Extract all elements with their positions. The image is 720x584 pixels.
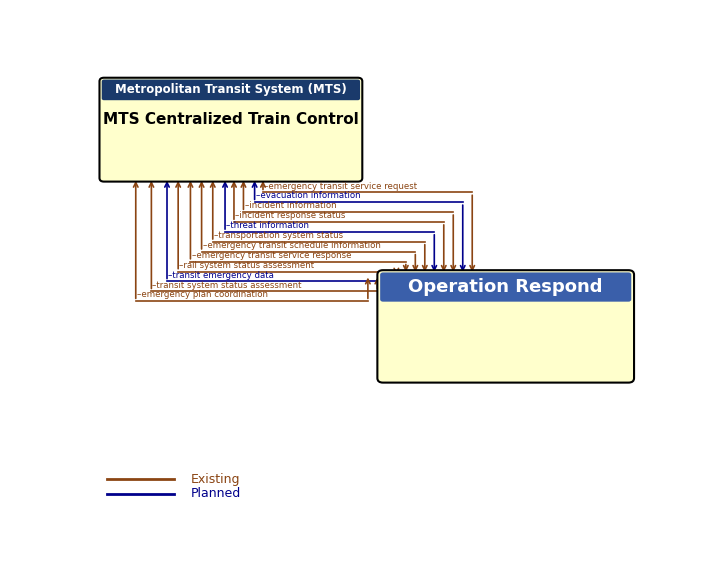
Text: –rail system status assessment: –rail system status assessment (179, 260, 315, 270)
Text: MTS Centralized Train Control: MTS Centralized Train Control (103, 112, 359, 127)
Text: –incident information: –incident information (245, 201, 336, 210)
Text: Existing: Existing (190, 473, 240, 486)
Text: –transit system status assessment: –transit system status assessment (153, 280, 302, 290)
FancyBboxPatch shape (380, 273, 631, 302)
Text: –threat information: –threat information (226, 221, 309, 230)
Text: Operation Respond: Operation Respond (408, 278, 603, 296)
Text: –emergency transit service response: –emergency transit service response (192, 251, 351, 260)
Text: –evacuation information: –evacuation information (256, 192, 360, 200)
Text: –emergency transit service request: –emergency transit service request (264, 182, 417, 190)
Text: Metropolitan Transit System (MTS): Metropolitan Transit System (MTS) (115, 84, 347, 96)
Text: –emergency transit schedule information: –emergency transit schedule information (203, 241, 381, 250)
Text: –transit emergency data: –transit emergency data (168, 270, 274, 280)
Text: –emergency plan coordination: –emergency plan coordination (137, 290, 268, 300)
Text: –transportation system status: –transportation system status (214, 231, 343, 240)
Text: –incident response status: –incident response status (235, 211, 346, 220)
FancyBboxPatch shape (102, 79, 360, 100)
Text: Planned: Planned (190, 487, 240, 500)
FancyBboxPatch shape (377, 270, 634, 383)
FancyBboxPatch shape (99, 78, 362, 182)
